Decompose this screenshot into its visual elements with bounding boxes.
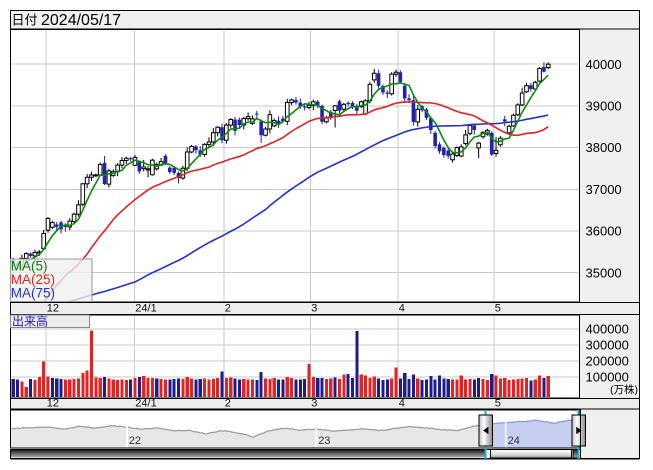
svg-text:400000: 400000 bbox=[586, 322, 629, 337]
svg-text:(万株): (万株) bbox=[610, 383, 638, 396]
svg-text:39000: 39000 bbox=[586, 99, 622, 114]
svg-text:4: 4 bbox=[399, 303, 405, 315]
svg-text:23: 23 bbox=[318, 435, 330, 447]
svg-text:出来高: 出来高 bbox=[12, 314, 48, 329]
svg-text:日付: 日付 bbox=[12, 13, 38, 28]
svg-text:38000: 38000 bbox=[586, 140, 622, 155]
svg-text:2024/05/17: 2024/05/17 bbox=[41, 12, 121, 29]
svg-text:MA(75): MA(75) bbox=[11, 286, 55, 301]
svg-text:37000: 37000 bbox=[586, 182, 622, 197]
svg-text:5: 5 bbox=[495, 398, 501, 410]
svg-text:200000: 200000 bbox=[586, 354, 629, 369]
svg-text:2: 2 bbox=[225, 398, 231, 410]
svg-text:3: 3 bbox=[311, 398, 317, 410]
svg-text:MA(25): MA(25) bbox=[11, 272, 55, 287]
svg-text:22: 22 bbox=[129, 435, 141, 447]
svg-text:3: 3 bbox=[311, 303, 317, 315]
svg-text:24: 24 bbox=[508, 435, 520, 447]
svg-text:36000: 36000 bbox=[586, 224, 622, 239]
svg-text:12: 12 bbox=[47, 303, 59, 315]
svg-text:4: 4 bbox=[399, 398, 405, 410]
svg-text:24/1: 24/1 bbox=[135, 398, 156, 410]
svg-text:100000: 100000 bbox=[586, 370, 629, 385]
svg-text:35000: 35000 bbox=[586, 265, 622, 280]
svg-text:MA(5): MA(5) bbox=[11, 259, 48, 274]
svg-text:24/1: 24/1 bbox=[135, 303, 156, 315]
svg-text:2: 2 bbox=[225, 303, 231, 315]
svg-text:12: 12 bbox=[47, 398, 59, 410]
svg-text:300000: 300000 bbox=[586, 338, 629, 353]
svg-text:5: 5 bbox=[495, 303, 501, 315]
svg-text:40000: 40000 bbox=[586, 57, 622, 72]
